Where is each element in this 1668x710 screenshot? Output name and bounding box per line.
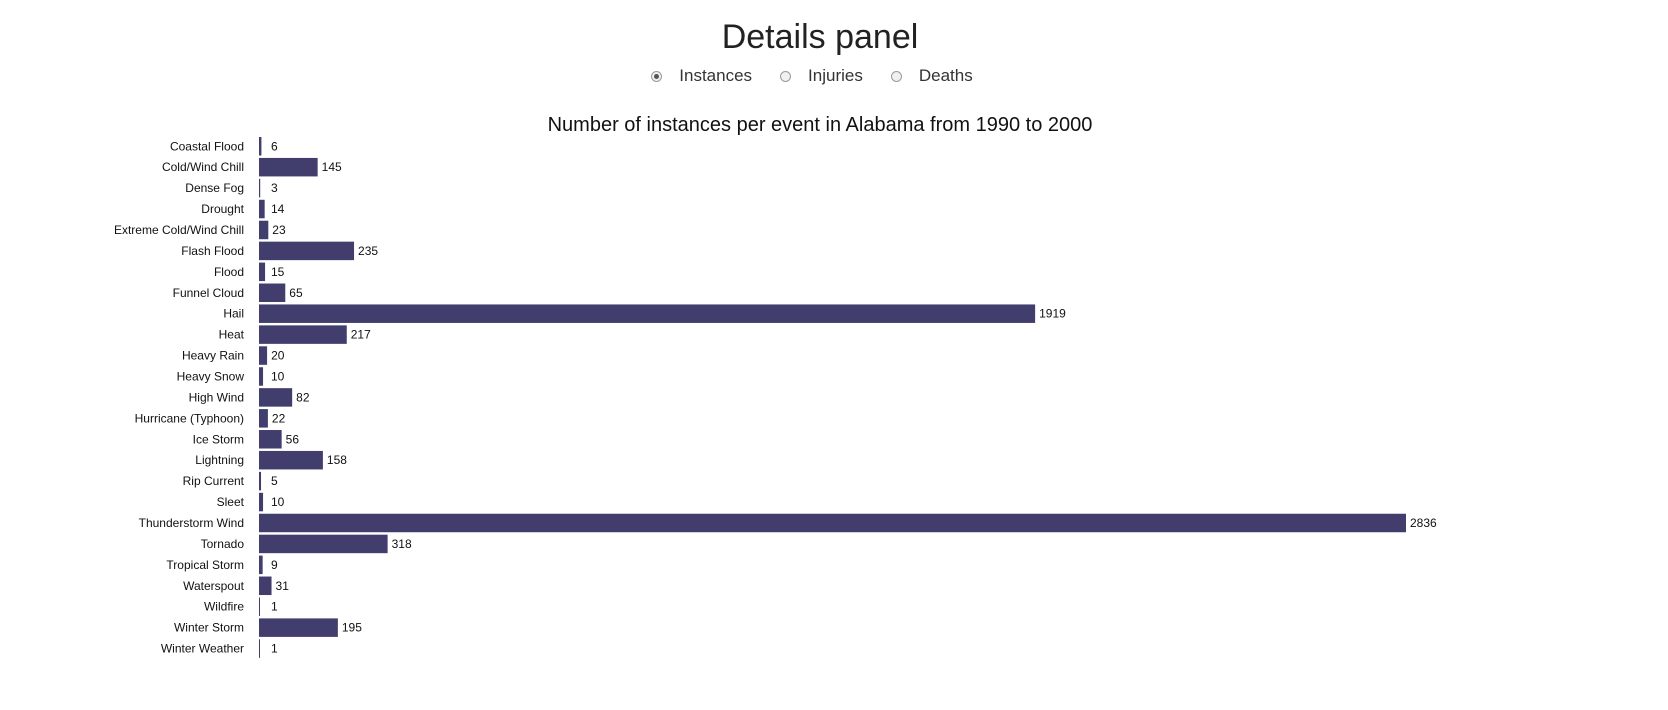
page-title: Details panel bbox=[721, 18, 919, 56]
bar[interactable] bbox=[259, 513, 1406, 533]
bar[interactable] bbox=[259, 178, 261, 198]
radio-instances-circle[interactable] bbox=[651, 70, 663, 82]
category-label: Heavy Rain bbox=[182, 349, 244, 363]
category-label: Flood bbox=[214, 265, 244, 279]
bar[interactable] bbox=[259, 157, 318, 177]
value-label: 1 bbox=[271, 600, 278, 614]
category-label: Flash Flood bbox=[181, 244, 244, 258]
value-label: 31 bbox=[276, 579, 290, 593]
category-label: Winter Storm bbox=[174, 621, 244, 635]
bar[interactable] bbox=[259, 555, 263, 575]
value-label: 145 bbox=[322, 160, 342, 174]
bar[interactable] bbox=[259, 639, 260, 658]
value-label: 2836 bbox=[1410, 516, 1437, 530]
radio-instances-label: Instances bbox=[679, 66, 753, 85]
radio-injuries-circle[interactable] bbox=[780, 70, 792, 82]
bar[interactable] bbox=[259, 409, 268, 428]
bar[interactable] bbox=[259, 220, 269, 240]
radio-injuries[interactable]: Injuries bbox=[780, 66, 879, 86]
category-label: Drought bbox=[201, 202, 244, 216]
category-label: Hail bbox=[223, 307, 244, 321]
bar-chart: Number of instances per event in Alabama… bbox=[114, 114, 1437, 658]
radio-injuries-label: Injuries bbox=[808, 66, 863, 85]
value-label: 217 bbox=[351, 328, 371, 342]
category-label: Hurricane (Typhoon) bbox=[135, 411, 244, 425]
bar[interactable] bbox=[259, 304, 1036, 323]
category-label: Wildfire bbox=[204, 600, 244, 614]
bar[interactable] bbox=[259, 388, 293, 407]
category-label: Tornado bbox=[201, 537, 245, 551]
value-label: 14 bbox=[271, 202, 285, 216]
bar[interactable] bbox=[259, 576, 272, 596]
category-label: Ice Storm bbox=[193, 432, 244, 446]
category-label: Rip Current bbox=[183, 474, 245, 488]
bar[interactable] bbox=[259, 137, 262, 156]
value-label: 1919 bbox=[1039, 307, 1066, 321]
category-label: Tropical Storm bbox=[166, 558, 244, 572]
category-label: Dense Fog bbox=[185, 181, 244, 195]
value-label: 158 bbox=[327, 453, 347, 467]
value-label: 23 bbox=[272, 223, 286, 237]
category-label: Heat bbox=[219, 328, 245, 342]
value-label: 82 bbox=[296, 390, 310, 404]
bar[interactable] bbox=[259, 597, 260, 616]
value-label: 195 bbox=[342, 621, 362, 635]
value-label: 15 bbox=[271, 265, 285, 279]
value-label: 20 bbox=[271, 349, 285, 363]
radio-instances[interactable]: Instances bbox=[651, 66, 768, 86]
category-label: Heavy Snow bbox=[177, 369, 245, 383]
value-label: 3 bbox=[271, 181, 278, 195]
category-label: Lightning bbox=[195, 453, 244, 467]
bar[interactable] bbox=[259, 199, 265, 219]
value-label: 5 bbox=[271, 474, 278, 488]
value-label: 22 bbox=[272, 411, 286, 425]
bar[interactable] bbox=[259, 618, 338, 637]
value-label: 235 bbox=[358, 244, 378, 258]
category-label: High Wind bbox=[189, 390, 244, 404]
value-label: 10 bbox=[271, 495, 285, 509]
category-label: Sleet bbox=[217, 495, 245, 509]
value-label: 318 bbox=[392, 537, 412, 551]
bar[interactable] bbox=[259, 471, 262, 491]
category-label: Cold/Wind Chill bbox=[162, 160, 244, 174]
bar[interactable] bbox=[259, 534, 388, 554]
category-label: Extreme Cold/Wind Chill bbox=[114, 223, 244, 237]
value-label: 1 bbox=[271, 642, 278, 656]
category-label: Thunderstorm Wind bbox=[139, 516, 244, 530]
bar[interactable] bbox=[259, 325, 347, 344]
radio-deaths[interactable]: Deaths bbox=[890, 66, 989, 86]
value-label: 10 bbox=[271, 369, 285, 383]
category-label: Coastal Flood bbox=[170, 139, 244, 153]
chart-title: Number of instances per event in Alabama… bbox=[548, 114, 1093, 136]
bar[interactable] bbox=[259, 241, 355, 261]
value-label: 9 bbox=[271, 558, 278, 572]
value-label: 56 bbox=[286, 432, 300, 446]
bar[interactable] bbox=[259, 430, 282, 449]
bar[interactable] bbox=[259, 450, 323, 470]
metric-selector: Instances Injuries Deaths bbox=[0, 66, 1640, 86]
value-label: 65 bbox=[289, 286, 303, 300]
value-label: 6 bbox=[271, 139, 278, 153]
radio-deaths-label: Deaths bbox=[918, 66, 973, 85]
category-label: Waterspout bbox=[183, 579, 245, 593]
bar[interactable] bbox=[259, 283, 286, 303]
category-label: Funnel Cloud bbox=[173, 286, 244, 300]
category-label: Winter Weather bbox=[161, 642, 244, 656]
bar[interactable] bbox=[259, 346, 268, 365]
bar[interactable] bbox=[259, 492, 264, 512]
radio-deaths-circle[interactable] bbox=[890, 70, 902, 82]
bar[interactable] bbox=[259, 367, 264, 386]
bar[interactable] bbox=[259, 262, 266, 282]
